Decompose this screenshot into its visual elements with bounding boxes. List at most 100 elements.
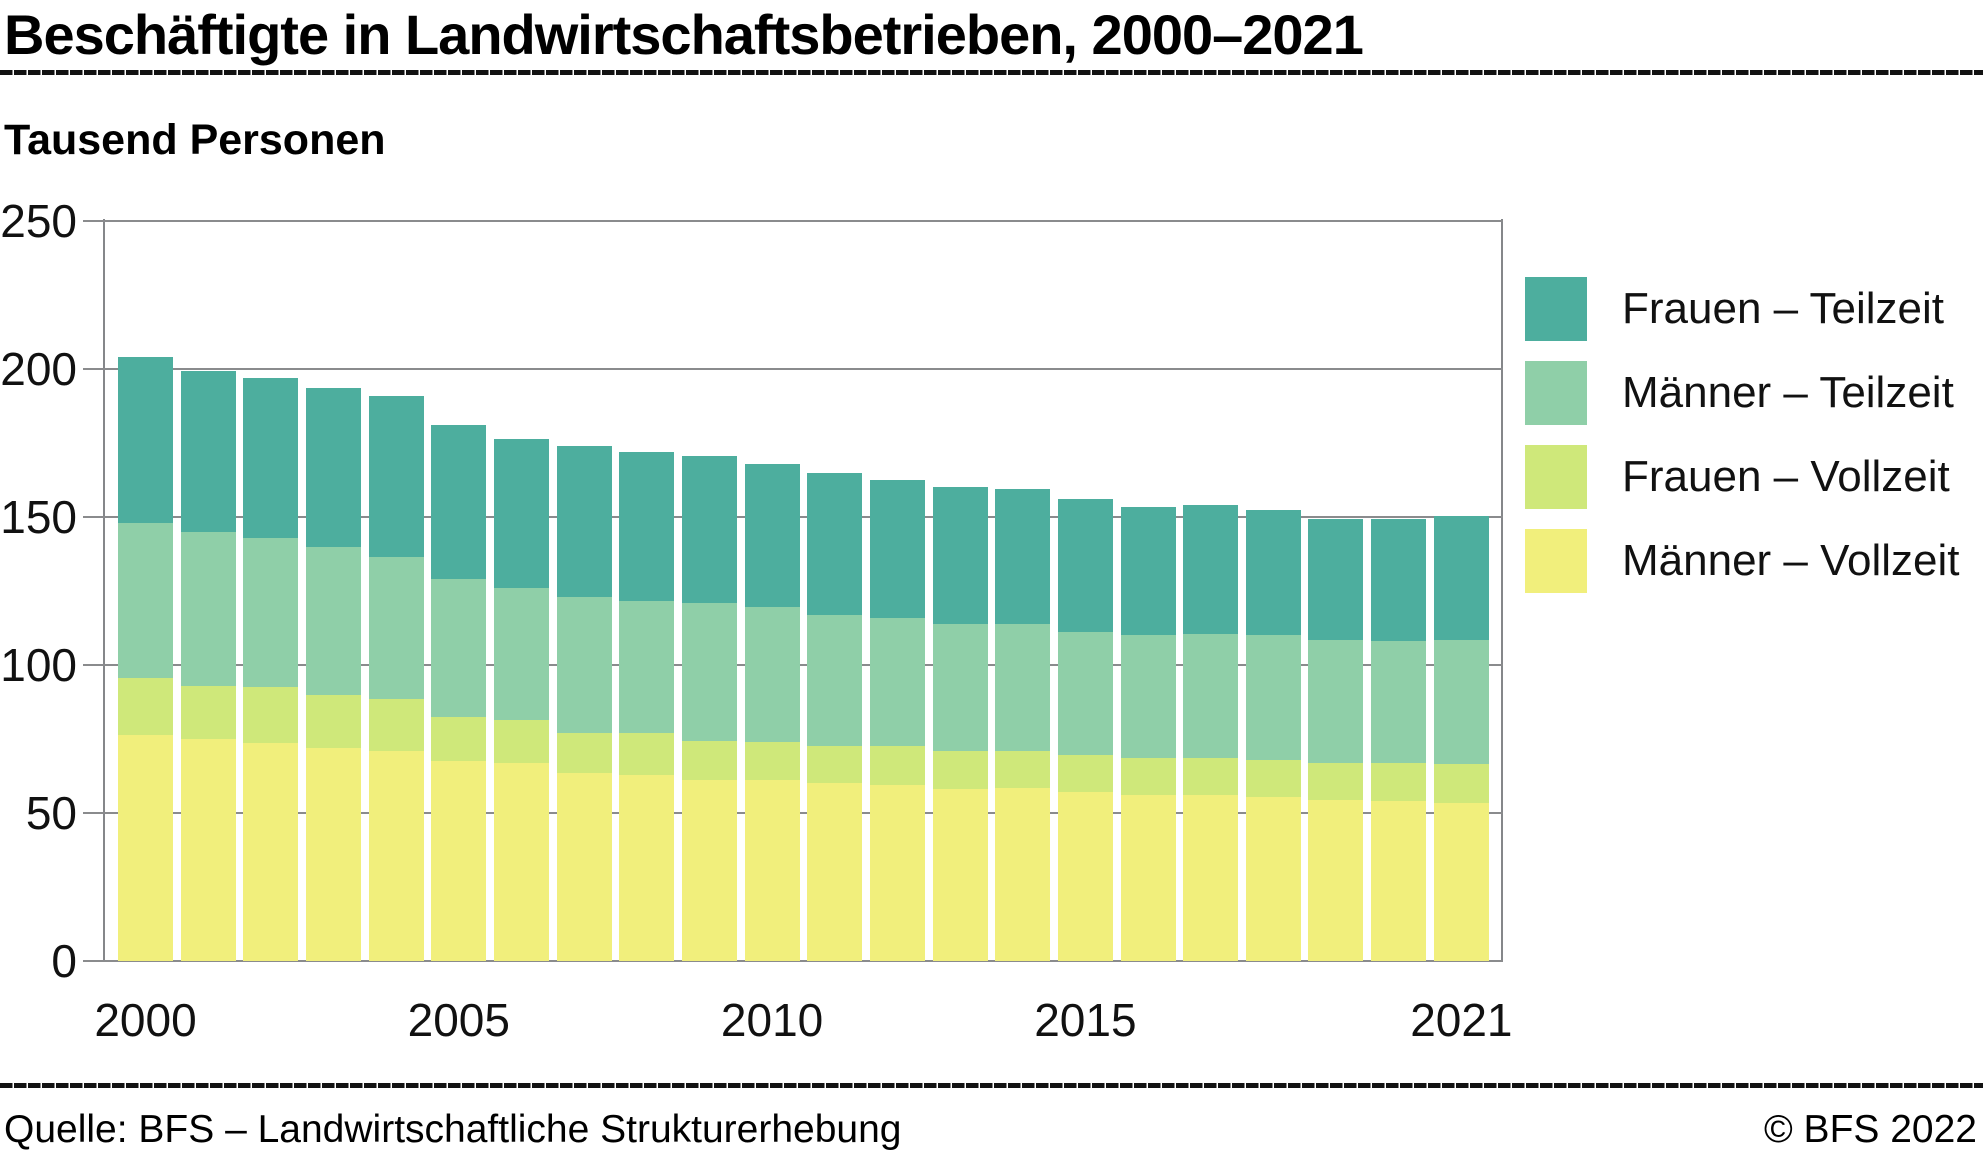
y-tick-150 [83, 516, 103, 518]
bar-segment-2009-Männer – Teilzeit [681, 602, 737, 741]
legend-label: Frauen – Vollzeit [1622, 452, 1950, 501]
bar-segment-2003-Männer – Teilzeit [305, 546, 361, 695]
bar-2016 [1120, 506, 1176, 961]
legend-swatch-icon [1525, 361, 1587, 425]
gridline-100 [103, 664, 1503, 666]
bar-2006 [493, 438, 549, 961]
bar-segment-2008-Frauen – Vollzeit [619, 733, 675, 775]
bars-container [118, 221, 1489, 961]
bar-segment-2011-Männer – Vollzeit [807, 783, 863, 961]
title-divider-line [0, 70, 1983, 75]
bar-segment-2005-Männer – Teilzeit [431, 579, 487, 717]
y-tick-100 [83, 664, 103, 666]
y-tick-50 [83, 812, 103, 814]
bar-segment-2004-Männer – Teilzeit [368, 556, 424, 700]
bar-segment-2005-Frauen – Teilzeit [431, 425, 487, 580]
bar-2019 [1308, 518, 1364, 961]
bar-segment-2003-Frauen – Teilzeit [305, 388, 361, 547]
bar-segment-2006-Frauen – Vollzeit [493, 719, 549, 763]
bar-segment-2020-Frauen – Teilzeit [1371, 518, 1427, 642]
bar-segment-2010-Frauen – Vollzeit [744, 741, 800, 781]
bar-segment-2016-Männer – Teilzeit [1120, 635, 1176, 759]
bar-2007 [556, 445, 612, 961]
bar-segment-2016-Frauen – Vollzeit [1120, 758, 1176, 796]
legend-swatch-icon [1525, 529, 1587, 593]
bar-segment-2005-Männer – Vollzeit [431, 761, 487, 961]
y-tick-label-200: 200 [0, 343, 77, 395]
bar-2017 [1183, 505, 1239, 961]
bar-segment-2017-Männer – Vollzeit [1183, 795, 1239, 961]
footer-divider-line [0, 1083, 1983, 1088]
x-tick-label-2021: 2021 [1410, 994, 1513, 1046]
bar-segment-2011-Männer – Teilzeit [807, 614, 863, 747]
y-axis-line [103, 219, 105, 962]
bar-segment-2000-Frauen – Vollzeit [118, 678, 173, 735]
bar-segment-2002-Frauen – Vollzeit [243, 687, 299, 744]
bar-segment-2003-Frauen – Vollzeit [305, 694, 361, 748]
bar-segment-2000-Männer – Teilzeit [118, 522, 173, 679]
legend-label: Männer – Teilzeit [1622, 368, 1954, 417]
y-tick-250 [83, 220, 103, 222]
bar-segment-2017-Männer – Teilzeit [1183, 633, 1239, 759]
bar-2021 [1433, 515, 1489, 961]
bar-segment-2021-Frauen – Vollzeit [1433, 764, 1489, 803]
bar-segment-2016-Frauen – Teilzeit [1120, 506, 1176, 636]
plot-area: 0 50 100 150 200 250 2000 2005 2010 2015 2021 [0, 198, 1512, 1045]
bar-segment-2021-Männer – Vollzeit [1433, 802, 1489, 961]
gridline-150 [103, 516, 1503, 518]
y-tick-label-0: 0 [51, 935, 77, 987]
legend-item: Männer – Teilzeit [1525, 361, 1960, 425]
y-tick-label-150: 150 [0, 491, 77, 543]
x-tick-label-2015: 2015 [1034, 994, 1137, 1046]
bar-segment-2013-Männer – Teilzeit [932, 623, 988, 751]
bar-segment-2008-Männer – Teilzeit [619, 601, 675, 734]
bar-segment-2001-Frauen – Teilzeit [180, 370, 236, 532]
legend-item: Frauen – Teilzeit [1525, 277, 1960, 341]
bar-segment-2013-Frauen – Vollzeit [932, 750, 988, 790]
bar-segment-2014-Männer – Teilzeit [995, 623, 1051, 751]
legend-label: Frauen – Teilzeit [1622, 284, 1945, 333]
bar-2012 [869, 480, 925, 961]
bar-segment-2018-Männer – Teilzeit [1245, 635, 1301, 760]
bar-2014 [995, 488, 1051, 961]
y-tick-label-250: 250 [0, 195, 77, 247]
bar-segment-2017-Frauen – Vollzeit [1183, 758, 1239, 796]
bar-segment-2014-Frauen – Vollzeit [995, 750, 1051, 788]
bar-2005 [431, 425, 487, 961]
bar-segment-2004-Männer – Vollzeit [368, 750, 424, 961]
bar-segment-2000-Frauen – Teilzeit [118, 357, 173, 523]
bar-2008 [619, 451, 675, 961]
bar-segment-2020-Männer – Teilzeit [1371, 641, 1427, 763]
bar-segment-2011-Frauen – Vollzeit [807, 746, 863, 784]
chart-unit-subtitle: Tausend Personen [4, 116, 386, 164]
plot-right-border [1501, 219, 1503, 962]
bar-segment-2001-Männer – Vollzeit [180, 739, 236, 961]
bar-2003 [305, 388, 361, 961]
y-tick-label-100: 100 [0, 639, 77, 691]
bar-2004 [368, 395, 424, 961]
bar-segment-2015-Frauen – Teilzeit [1057, 499, 1113, 633]
y-tick-200 [83, 368, 103, 370]
bar-segment-2002-Männer – Vollzeit [243, 743, 299, 961]
x-tick-label-2000: 2000 [94, 994, 197, 1046]
bar-segment-2016-Männer – Vollzeit [1120, 795, 1176, 961]
copyright-text: © BFS 2022 [1763, 1108, 1977, 1151]
gridline-200 [103, 368, 1503, 370]
bar-segment-2020-Frauen – Vollzeit [1371, 762, 1427, 802]
bar-segment-2012-Männer – Vollzeit [869, 784, 925, 961]
x-tick-label-2005: 2005 [407, 994, 510, 1046]
bar-segment-2011-Frauen – Teilzeit [807, 472, 863, 615]
bar-segment-2009-Männer – Vollzeit [681, 780, 737, 961]
bar-2009 [681, 456, 737, 961]
bar-segment-2015-Männer – Vollzeit [1057, 792, 1113, 961]
bar-segment-2015-Frauen – Vollzeit [1057, 755, 1113, 793]
bar-segment-2007-Frauen – Teilzeit [556, 445, 612, 597]
bar-segment-2009-Frauen – Vollzeit [681, 740, 737, 781]
bar-2011 [807, 472, 863, 961]
gridline-50 [103, 812, 1503, 814]
legend-swatch-icon [1525, 445, 1587, 509]
source-text: Quelle: BFS – Landwirtschaftliche Strukt… [4, 1108, 902, 1151]
bar-segment-2018-Frauen – Teilzeit [1245, 509, 1301, 636]
bar-segment-2002-Frauen – Teilzeit [243, 377, 299, 538]
gridline-0 [103, 960, 1503, 962]
